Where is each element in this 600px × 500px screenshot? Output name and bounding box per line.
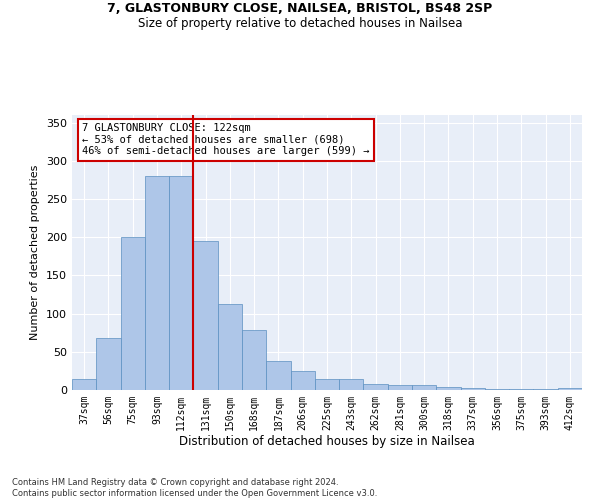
Text: Distribution of detached houses by size in Nailsea: Distribution of detached houses by size …: [179, 435, 475, 448]
Bar: [193, 241, 218, 390]
Bar: [436, 387, 461, 390]
Bar: [412, 386, 436, 390]
Y-axis label: Number of detached properties: Number of detached properties: [31, 165, 40, 340]
Bar: [558, 388, 582, 390]
Bar: [72, 378, 96, 390]
Bar: [121, 237, 145, 390]
Bar: [533, 389, 558, 390]
Bar: [290, 371, 315, 390]
Bar: [509, 389, 533, 390]
Bar: [145, 176, 169, 390]
Bar: [364, 384, 388, 390]
Bar: [315, 380, 339, 390]
Bar: [461, 388, 485, 390]
Bar: [218, 304, 242, 390]
Bar: [388, 384, 412, 390]
Bar: [266, 361, 290, 390]
Bar: [169, 176, 193, 390]
Text: 7 GLASTONBURY CLOSE: 122sqm
← 53% of detached houses are smaller (698)
46% of se: 7 GLASTONBURY CLOSE: 122sqm ← 53% of det…: [82, 123, 370, 156]
Bar: [339, 380, 364, 390]
Text: Contains HM Land Registry data © Crown copyright and database right 2024.
Contai: Contains HM Land Registry data © Crown c…: [12, 478, 377, 498]
Bar: [485, 389, 509, 390]
Text: Size of property relative to detached houses in Nailsea: Size of property relative to detached ho…: [138, 18, 462, 30]
Bar: [242, 330, 266, 390]
Bar: [96, 338, 121, 390]
Text: 7, GLASTONBURY CLOSE, NAILSEA, BRISTOL, BS48 2SP: 7, GLASTONBURY CLOSE, NAILSEA, BRISTOL, …: [107, 2, 493, 16]
